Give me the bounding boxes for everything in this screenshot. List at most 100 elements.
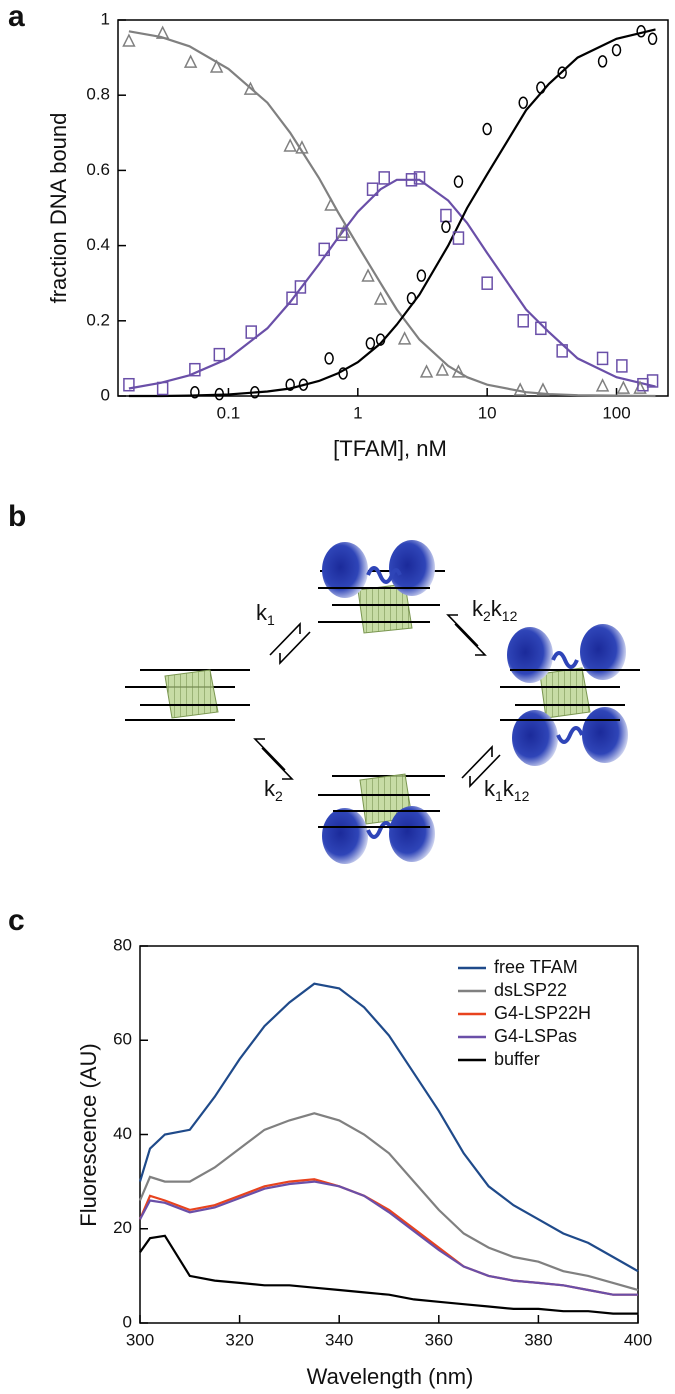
rate-subscript: 2 — [483, 608, 491, 624]
data-point — [214, 387, 225, 401]
data-point — [597, 55, 608, 68]
x-tick-label: 300 — [126, 1330, 154, 1349]
legend-label: buffer — [494, 1049, 540, 1069]
data-point — [295, 140, 309, 154]
series-line — [138, 1178, 638, 1296]
x-tick-label: 360 — [425, 1330, 453, 1349]
data-point — [250, 385, 260, 399]
data-point — [366, 182, 379, 196]
data-point — [397, 331, 412, 345]
x-tick-label: 380 — [524, 1330, 552, 1349]
rate-text: k — [256, 600, 268, 625]
x-axis-label: Wavelength (nm) — [307, 1364, 474, 1389]
data-point — [209, 59, 224, 73]
x-tick-label: 400 — [624, 1330, 652, 1349]
y-tick-label: 0 — [123, 1312, 132, 1331]
data-point — [324, 352, 334, 365]
data-point — [365, 337, 376, 350]
panel-label: c — [8, 904, 25, 937]
data-point — [413, 171, 426, 185]
data-point — [338, 367, 348, 380]
y-tick-label: 0.8 — [86, 85, 110, 104]
data-point — [406, 291, 417, 305]
data-point — [298, 378, 309, 391]
legend-label: free TFAM — [494, 957, 578, 977]
data-point — [647, 32, 658, 46]
data-point — [156, 381, 169, 396]
data-point — [481, 276, 493, 290]
series-line — [138, 1112, 639, 1292]
x-tick-label: 1 — [353, 403, 362, 422]
rate-label: k2 — [264, 776, 283, 804]
data-point — [373, 291, 388, 305]
data-point — [122, 33, 136, 47]
rate-label: k1 — [256, 600, 275, 628]
fit-curve — [128, 28, 656, 398]
y-tick-label: 0.4 — [86, 235, 110, 254]
fit-curve — [128, 178, 656, 390]
data-point — [243, 81, 258, 95]
data-point — [294, 280, 307, 294]
data-point — [557, 66, 567, 79]
series-line — [139, 1180, 638, 1296]
data-point — [190, 385, 200, 399]
rate-text: k — [503, 776, 515, 801]
x-tick-label: 100 — [602, 403, 630, 422]
data-point — [611, 43, 622, 57]
y-tick-label: 0.2 — [86, 310, 110, 329]
data-point — [213, 347, 226, 362]
complex-bottom — [318, 773, 445, 864]
data-point — [536, 81, 546, 94]
data-point — [452, 231, 465, 245]
y-tick-label: 20 — [113, 1218, 132, 1237]
data-point — [646, 374, 659, 388]
data-point — [440, 208, 452, 223]
rate-text: k — [484, 776, 496, 801]
data-point — [435, 362, 450, 376]
data-point — [441, 220, 451, 234]
data-point — [375, 333, 386, 346]
data-point — [361, 268, 375, 282]
fit-curve — [128, 30, 656, 398]
data-point — [616, 359, 628, 373]
rate-subscript: 12 — [514, 788, 530, 804]
y-tick-label: 40 — [113, 1124, 132, 1143]
y-tick-label: 0 — [101, 385, 110, 404]
rate-subscript: 12 — [502, 608, 518, 624]
data-point — [616, 380, 631, 394]
data-point — [405, 173, 418, 187]
data-point — [335, 227, 348, 242]
y-tick-label: 60 — [113, 1030, 132, 1049]
data-point — [636, 25, 646, 38]
y-tick-label: 80 — [113, 935, 132, 954]
data-point — [451, 364, 466, 378]
data-point — [318, 242, 330, 257]
x-tick-label: 320 — [225, 1330, 253, 1349]
complex-free — [125, 669, 250, 721]
data-point — [286, 291, 298, 305]
rate-label: k2k12 — [472, 596, 518, 624]
data-point — [123, 377, 135, 392]
plot-frame — [117, 19, 669, 397]
data-point — [535, 321, 547, 336]
rate-text: k — [491, 596, 503, 621]
panel-label: b — [8, 500, 26, 533]
rate-subscript: 1 — [267, 612, 275, 628]
data-point — [155, 25, 170, 39]
panel-label: a — [8, 0, 25, 33]
equilibrium-arrows — [253, 614, 501, 788]
data-point — [482, 122, 492, 136]
rate-text: k — [264, 776, 276, 801]
y-tick-label: 0.6 — [86, 160, 110, 179]
data-point — [518, 96, 528, 109]
data-point — [245, 325, 257, 339]
y-axis-label: Fluorescence (AU) — [76, 1043, 101, 1226]
legend-label: G4-LSPas — [494, 1026, 577, 1046]
data-point — [416, 269, 427, 282]
complex-right — [500, 624, 640, 766]
data-point — [378, 171, 390, 185]
data-point — [513, 382, 527, 396]
series-line — [138, 982, 639, 1273]
